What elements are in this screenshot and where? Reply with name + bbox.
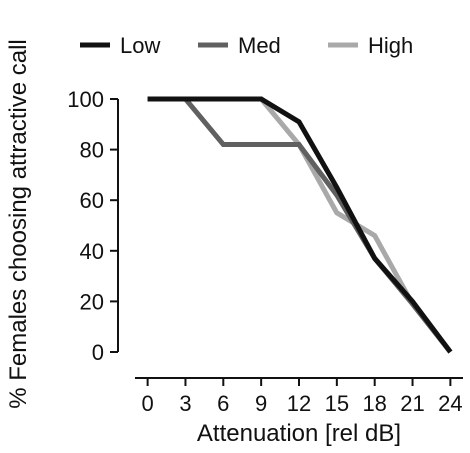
x-tick-label: 6 — [217, 391, 229, 416]
legend: Low Med High — [80, 33, 413, 58]
legend-label-low: Low — [120, 33, 160, 58]
y-tick-label: 0 — [92, 340, 104, 365]
x-tick-label: 0 — [141, 391, 153, 416]
y-tick-label: 100 — [67, 87, 104, 112]
x-tick-label: 12 — [287, 391, 311, 416]
series-group — [147, 96, 453, 354]
legend-label-high: High — [368, 33, 413, 58]
x-axis: 0 3 6 9 12 15 18 21 24 — [135, 377, 463, 416]
y-tick-label: 20 — [80, 289, 104, 314]
y-tick-label: 80 — [80, 138, 104, 163]
series-line-high — [147, 96, 453, 354]
y-tick-label: 60 — [80, 188, 104, 213]
y-axis-title: % Females choosing attractive call — [5, 39, 32, 409]
y-tick-label: 40 — [80, 239, 104, 264]
x-tick-label: 3 — [179, 391, 191, 416]
x-axis-title: Attenuation [rel dB] — [197, 420, 401, 447]
y-axis: 0 20 40 60 80 100 — [67, 87, 119, 365]
x-tick-label: 18 — [362, 391, 386, 416]
x-tick-label: 21 — [400, 391, 424, 416]
legend-label-med: Med — [238, 33, 281, 58]
x-tick-label: 15 — [325, 391, 349, 416]
series-line-med — [147, 96, 453, 354]
x-tick-label: 9 — [255, 391, 267, 416]
series-line-low — [147, 96, 453, 354]
x-tick-label: 24 — [438, 391, 462, 416]
